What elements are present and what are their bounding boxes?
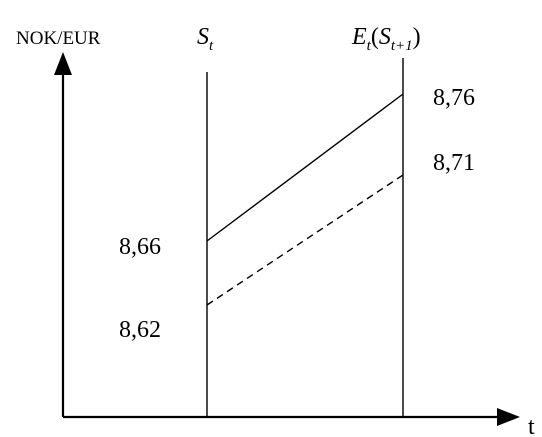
x-axis-label: t <box>528 414 535 437</box>
label-8-66: 8,66 <box>119 234 161 260</box>
dashed-series-line <box>206 174 404 306</box>
x-axis-arrow-icon <box>497 408 520 426</box>
solid-series-line <box>206 93 404 242</box>
right-marker-label: Et(St+1) <box>351 24 421 54</box>
label-8-76: 8,76 <box>433 85 475 111</box>
label-8-62: 8,62 <box>119 317 161 343</box>
left-marker-label: St <box>197 24 214 54</box>
label-8-71: 8,71 <box>433 150 475 176</box>
y-axis-arrow-icon <box>54 52 72 75</box>
y-axis-label: NOK/EUR <box>16 28 101 49</box>
